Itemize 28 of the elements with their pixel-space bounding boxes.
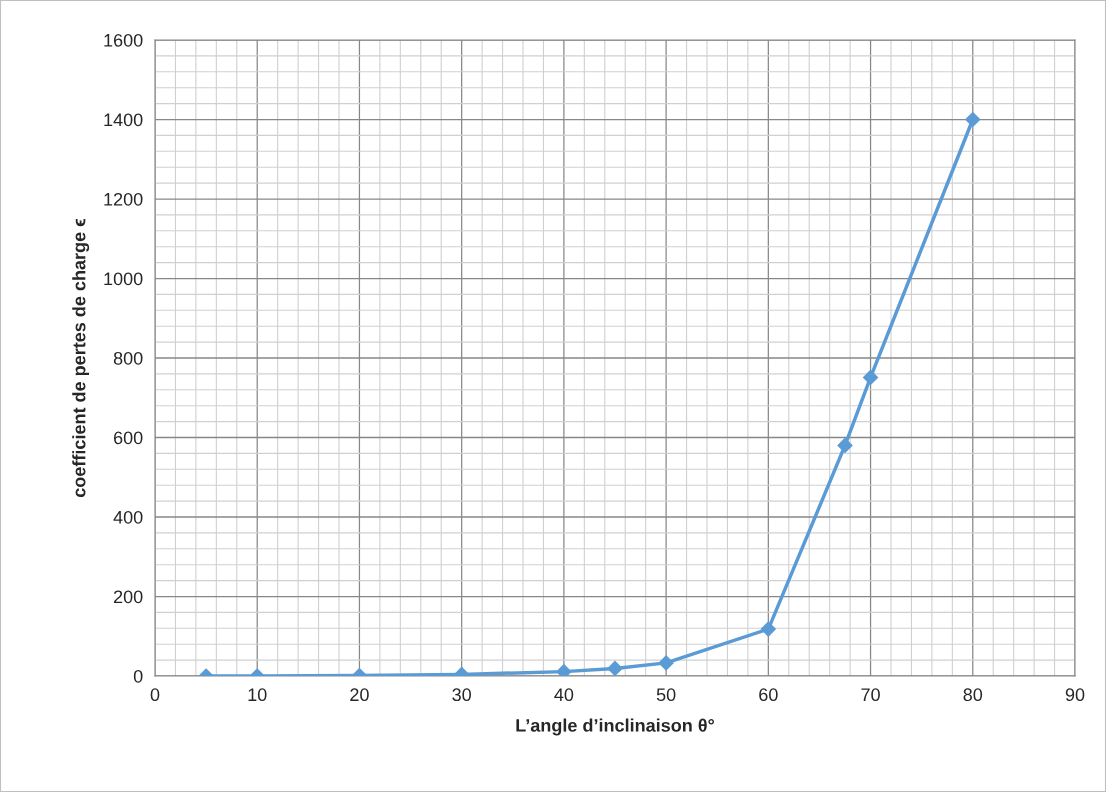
y-tick-label: 1000	[104, 272, 143, 286]
y-tick-label: 1200	[104, 192, 143, 206]
y-tick-label: 0	[133, 669, 143, 683]
x-tick-label: 0	[150, 688, 160, 702]
x-tick-label: 90	[1065, 688, 1085, 702]
point	[760, 621, 776, 637]
y-tick-label: 1600	[104, 33, 143, 47]
point	[965, 111, 981, 128]
x-tick-label: 70	[861, 688, 880, 702]
y-axis-title: coefficient de pertes de charge ϵ	[72, 218, 90, 498]
point	[862, 369, 879, 386]
x-tick-label: 30	[452, 688, 471, 702]
x-tick-label: 50	[656, 688, 676, 702]
y-tick-label: 200	[113, 590, 143, 604]
x-tick-label: 10	[248, 688, 267, 702]
point	[607, 660, 623, 676]
x-tick-label: 80	[963, 688, 983, 702]
x-tick-label: 60	[759, 688, 778, 702]
x-tick-label: 20	[350, 688, 369, 702]
point	[658, 655, 674, 671]
y-tick-label: 600	[113, 431, 143, 445]
y-tick-label: 400	[113, 510, 143, 524]
point	[837, 437, 853, 454]
y-tick-label: 800	[113, 351, 143, 365]
y-tick-label: 1400	[104, 113, 143, 127]
point	[556, 664, 572, 676]
x-tick-label: 40	[554, 688, 574, 702]
x-axis-title: L’angle d’inclinaison θ°	[516, 718, 715, 736]
